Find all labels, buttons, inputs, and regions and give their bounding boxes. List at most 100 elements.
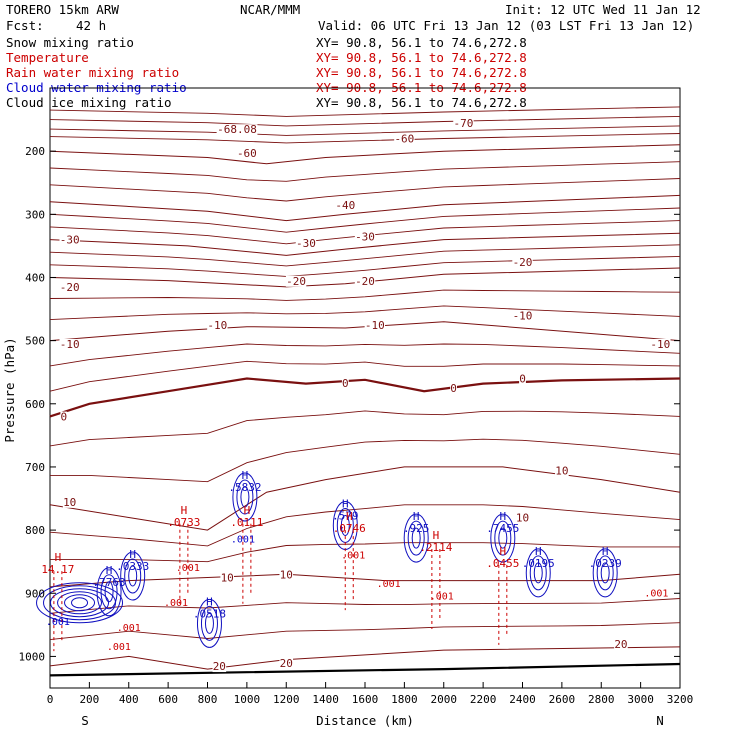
x-tick-label: 2000 — [431, 693, 458, 706]
x-tick-label: 1600 — [352, 693, 379, 706]
isotherm-label: 0 — [60, 411, 67, 424]
isotherm-minor — [49, 161, 681, 182]
label-mask — [216, 124, 258, 136]
small-contour-label: .001 — [176, 563, 200, 574]
x-tick-label: 3200 — [667, 693, 694, 706]
isotherm-minor — [49, 178, 681, 202]
cloud-water-contour — [407, 520, 425, 556]
cloud-water-contour — [104, 581, 114, 603]
rain-water-contour — [242, 523, 252, 604]
isotherm-minor — [49, 343, 681, 367]
label-mask — [519, 373, 526, 385]
isotherm-minor — [50, 542, 680, 563]
legend-coords: XY= 90.8, 56.1 to 74.6,272.8 — [316, 95, 527, 110]
label-mask — [62, 496, 77, 508]
cloud-water-max-value: .925 — [403, 522, 430, 535]
label-mask — [341, 378, 349, 390]
isotherm-label: 10 — [516, 512, 529, 525]
isotherm-label: -68.08 — [217, 123, 257, 136]
rain-water-max-value: 14.17 — [41, 563, 74, 576]
small-contour-label: .001 — [164, 598, 188, 609]
isotherm — [49, 573, 681, 588]
isotherm-label: 10 — [555, 464, 568, 477]
isotherm-label: -70 — [454, 117, 474, 130]
label-mask — [59, 338, 80, 350]
cloud-water-contour — [50, 588, 110, 618]
label-mask — [515, 512, 530, 524]
isotherm-minor — [49, 244, 681, 267]
small-contour-label: .001 — [430, 592, 454, 603]
cloud-water-contour — [592, 548, 618, 598]
isotherm — [49, 466, 681, 531]
cloud-water-contour — [533, 562, 543, 584]
cloud-water-max-mark: H — [242, 469, 249, 482]
y-axis-label: Pressure (hPa) — [2, 337, 17, 442]
y-tick-label: 800 — [25, 524, 45, 537]
valid-time: Valid: 06 UTC Fri 13 Jan 12 (03 LST Fri … — [318, 18, 694, 33]
cloud-water-max-mark: H — [602, 545, 609, 558]
isotherm-label: 10 — [221, 572, 234, 585]
isotherm-label: 10 — [280, 568, 293, 581]
isotherm-minor — [49, 115, 681, 127]
y-tick-label: 1000 — [19, 650, 46, 663]
rain-water-max-value: .0111 — [230, 516, 263, 529]
cloud-water-contour — [100, 574, 118, 610]
cloud-water-max-mark: H — [413, 510, 420, 523]
y-tick-label: 700 — [25, 461, 45, 474]
x-tick-label: 3000 — [627, 693, 654, 706]
cloud-water-max-value: .7455 — [486, 522, 519, 535]
x-tick-label: 1200 — [273, 693, 300, 706]
init-time: Init: 12 UTC Wed 11 Jan 12 — [505, 2, 701, 17]
label-mask — [59, 234, 80, 246]
ground-surface — [49, 662, 681, 677]
isotherm-label: -60 — [394, 133, 414, 146]
label-mask — [354, 231, 376, 243]
small-contour-label: .001 — [46, 617, 70, 628]
y-tick-label: 200 — [25, 145, 45, 158]
rain-water-max-mark: H — [181, 504, 188, 517]
legend-label: Rain water mixing ratio — [6, 65, 179, 80]
rain-water-max-mark: H — [346, 510, 353, 523]
isotherm-minor — [49, 255, 681, 277]
legend: Snow mixing ratio XY= 90.8, 56.1 to 74.6,… — [6, 35, 527, 110]
rain-water-max-value: .2114 — [419, 541, 452, 554]
rain-water-contour — [344, 530, 354, 611]
legend-label: Snow mixing ratio — [6, 35, 134, 50]
isotherm-label: -40 — [335, 199, 355, 212]
x-tick-label: 400 — [119, 693, 139, 706]
label-mask — [335, 200, 356, 211]
label-mask — [614, 638, 628, 650]
x-tick-label: 200 — [79, 693, 99, 706]
isotherm-label: -30 — [60, 234, 80, 247]
y-tick-label: 400 — [25, 271, 45, 284]
cloud-water-contour — [600, 562, 610, 584]
x-tick-label: 1800 — [391, 693, 418, 706]
small-contour-label: .001 — [377, 579, 401, 590]
label-mask — [285, 275, 307, 287]
label-mask — [512, 310, 533, 322]
x-tick-label: 2200 — [470, 693, 497, 706]
forecast-value: 42 h — [76, 18, 106, 33]
cloud-water-max-mark: H — [500, 510, 507, 523]
isotherm-minor — [49, 207, 681, 233]
north-label: N — [656, 713, 664, 728]
rain-water-max-value: .0455 — [486, 557, 519, 570]
isotherm-minor — [50, 438, 681, 483]
isotherm-label: 0 — [519, 373, 526, 386]
isotherm-label: 20 — [213, 660, 226, 673]
cloud-water-contour — [200, 605, 218, 641]
rain-water-max-mark: H — [55, 551, 62, 564]
isotherm-label: -30 — [296, 237, 316, 250]
small-contour-label: .001 — [231, 535, 255, 546]
plot-frame — [49, 87, 681, 689]
isotherm-label: -20 — [513, 256, 533, 269]
cloud-water-max-value: .0333 — [116, 560, 149, 573]
isotherm-label: -20 — [355, 275, 375, 288]
label-mask — [650, 338, 671, 350]
legend-coords: XY= 90.8, 56.1 to 74.6,272.8 — [316, 50, 527, 65]
cloud-water-contour — [525, 548, 551, 598]
isotherm-label: -60 — [237, 147, 257, 160]
isotherm-minor — [49, 305, 681, 321]
